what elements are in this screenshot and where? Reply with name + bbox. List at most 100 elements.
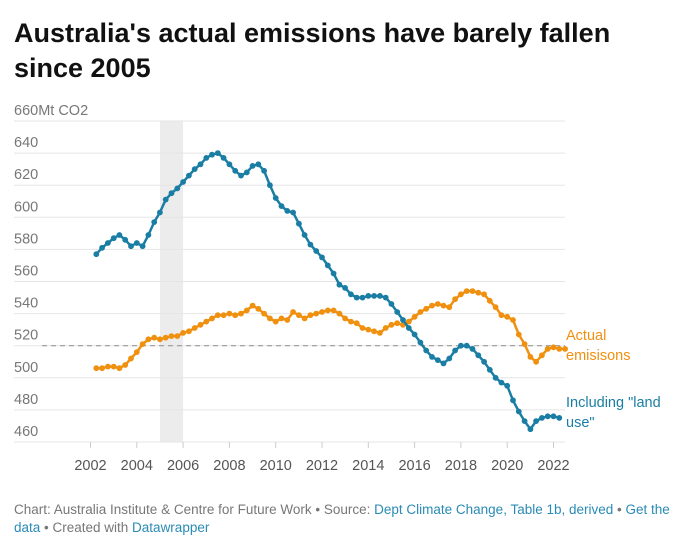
data-point <box>110 363 117 370</box>
data-point <box>510 317 516 323</box>
data-point <box>145 232 152 238</box>
data-point <box>99 365 105 372</box>
data-point <box>405 325 412 331</box>
x-tick-label: 2014 <box>352 458 384 474</box>
data-point <box>330 270 337 277</box>
data-point <box>394 320 401 327</box>
data-point <box>180 330 187 336</box>
data-point <box>353 294 360 301</box>
data-point <box>105 240 111 246</box>
data-point <box>296 312 302 319</box>
series-label-line: Including "land <box>566 395 661 411</box>
data-point <box>319 309 325 315</box>
data-point <box>434 357 441 363</box>
data-point <box>377 330 383 336</box>
data-point <box>284 317 291 323</box>
data-point <box>359 325 366 331</box>
y-tick-label: 640 <box>14 135 38 151</box>
data-point <box>122 236 129 243</box>
data-point <box>243 307 250 314</box>
data-point <box>307 312 314 319</box>
data-point <box>429 354 435 360</box>
data-point <box>249 163 256 169</box>
data-point <box>388 321 395 328</box>
data-point <box>133 240 140 246</box>
data-point <box>243 169 250 176</box>
y-tick-label: 560 <box>14 264 38 280</box>
data-point <box>139 341 146 347</box>
data-point <box>550 344 557 351</box>
data-point <box>238 172 244 179</box>
data-point <box>232 312 239 319</box>
data-point <box>99 244 105 251</box>
series-layer <box>93 150 568 433</box>
data-point <box>168 190 175 197</box>
data-point <box>93 251 100 258</box>
source-link[interactable]: Dept Climate Change, Table 1b, derived <box>374 502 614 517</box>
data-point <box>382 325 389 331</box>
data-point <box>301 315 308 322</box>
data-point <box>203 318 210 325</box>
data-point <box>562 346 568 352</box>
data-point <box>110 235 117 242</box>
data-point <box>226 161 233 168</box>
data-point <box>157 336 163 343</box>
data-point <box>417 339 424 346</box>
y-unit-label: 660Mt CO2 <box>14 103 88 119</box>
data-point <box>539 352 545 359</box>
data-point <box>452 296 458 303</box>
y-tick-label: 480 <box>14 392 38 408</box>
y-axis-tick-labels: 460 480 500 520 540 560 580 600 620 640 660Mt CO2 <box>14 103 88 440</box>
data-point <box>440 302 447 309</box>
x-tick-label: 2008 <box>213 458 245 474</box>
data-point <box>191 166 198 173</box>
series-labels: Actual emisisons Including "land use" <box>566 328 661 431</box>
data-point <box>186 172 192 179</box>
data-point <box>214 312 221 319</box>
data-point <box>128 355 134 362</box>
data-point <box>296 220 302 227</box>
x-tick-label: 2016 <box>398 458 430 474</box>
y-tick-label: 520 <box>14 328 38 344</box>
data-point <box>539 415 545 421</box>
data-point <box>226 310 233 317</box>
data-point <box>498 379 505 386</box>
data-point <box>556 346 563 352</box>
x-tick-label: 2012 <box>306 458 338 474</box>
data-point <box>521 418 528 424</box>
data-point <box>521 341 528 347</box>
datawrapper-link[interactable]: Datawrapper <box>132 520 210 535</box>
data-point <box>186 328 192 335</box>
data-point <box>301 232 308 238</box>
data-point <box>139 243 146 250</box>
data-point <box>133 349 140 355</box>
data-point <box>330 307 337 314</box>
data-point <box>405 318 412 325</box>
data-point <box>174 185 181 192</box>
data-point <box>278 203 285 210</box>
data-point <box>255 161 262 168</box>
data-point <box>504 313 511 320</box>
data-point <box>220 155 227 161</box>
data-point <box>486 297 493 304</box>
chart-title: Australia's actual emissions have barely… <box>14 18 611 83</box>
data-point <box>232 167 239 174</box>
data-point <box>272 195 279 201</box>
x-axis-tick-labels: 2002 2004 2006 2008 2010 2012 2014 2016 2018 2020… <box>74 442 570 474</box>
data-point <box>377 293 383 299</box>
series-label-line: emisisons <box>566 348 630 364</box>
data-point <box>324 307 331 314</box>
data-point <box>116 365 123 372</box>
data-point <box>209 315 215 322</box>
y-tick-label: 460 <box>14 424 38 440</box>
get-the-data-link[interactable]: Get the data <box>14 502 670 535</box>
data-point <box>440 360 447 367</box>
data-point <box>515 408 522 415</box>
data-point <box>272 318 279 325</box>
data-point <box>267 182 273 189</box>
data-point <box>458 342 464 349</box>
data-point <box>290 309 296 315</box>
data-point <box>267 315 273 322</box>
footer-credit-text: Chart: Australia Institute & Centre for … <box>14 502 375 517</box>
data-point <box>278 315 285 322</box>
